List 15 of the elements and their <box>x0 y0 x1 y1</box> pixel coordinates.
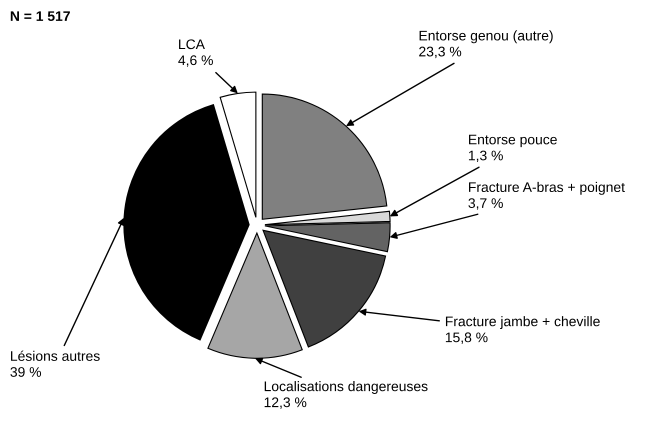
chart-title: N = 1 517 <box>10 11 70 22</box>
data-label: 12,3 % <box>264 397 306 409</box>
data-label: 1,3 % <box>468 150 503 162</box>
slice-label: Entorse pouce <box>469 134 557 148</box>
data-label: 23,3 % <box>419 46 462 58</box>
data-label: 39 % <box>10 367 42 377</box>
data-label: 15,8 % <box>446 332 488 344</box>
data-label: 4,6 % <box>178 55 213 67</box>
slice-label: Fracture A-bras + poignet <box>469 182 625 195</box>
slice-label: Localisations dangereuses <box>264 381 428 394</box>
slice-label: Fracture jambe + cheville <box>446 316 600 330</box>
slice-label: LCA <box>179 39 205 50</box>
slice-label: Entorse genou (autre) <box>420 30 553 44</box>
data-label: 3,7 % <box>468 198 503 210</box>
slice-label: Lésions autres <box>11 350 100 361</box>
